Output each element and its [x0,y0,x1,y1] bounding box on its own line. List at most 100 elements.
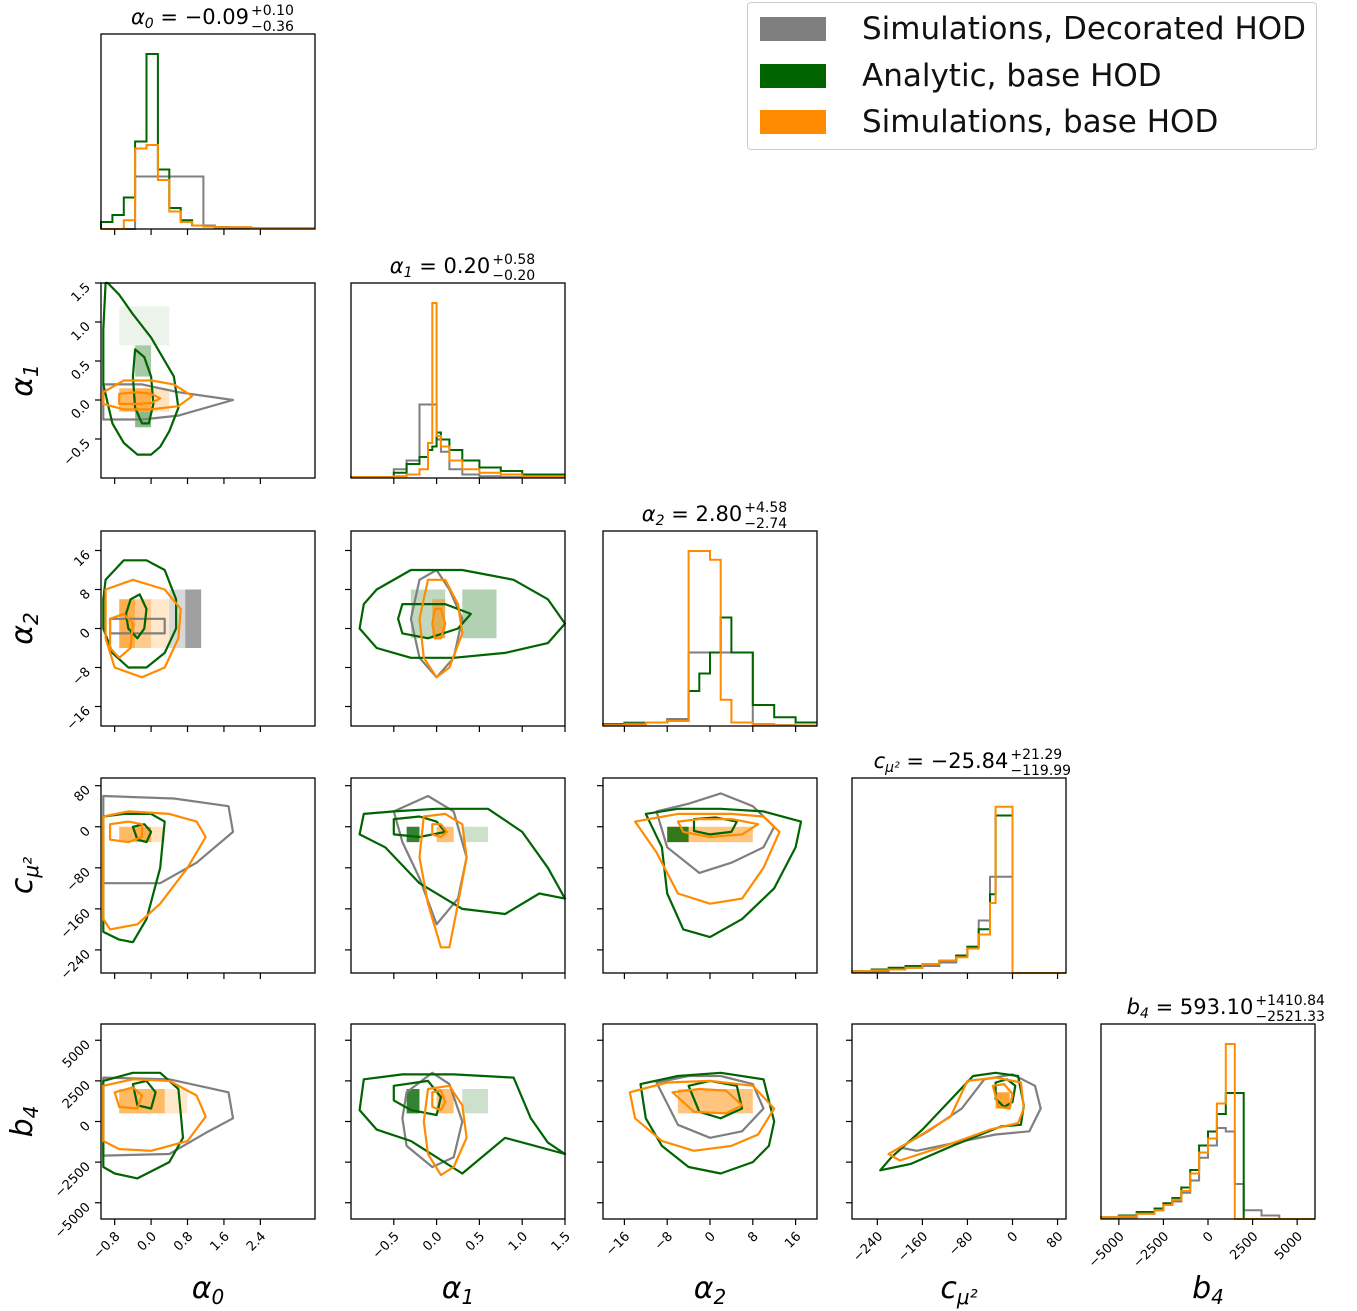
x-tick-label: 0.0 [135,1229,160,1254]
heat-cell [151,388,170,412]
x-tick-label: 2500 [1227,1229,1261,1263]
hist-step-analytic [602,616,817,726]
title-subscript: 2 [656,513,665,529]
contour-base-outer [422,1084,468,1177]
heat-cell [462,589,497,639]
x-tick-label: 0 [1005,1229,1021,1245]
hist-step-base [1100,1043,1315,1220]
contour-analytic-outer [102,559,178,669]
x-tick-label: 1.6 [208,1229,233,1254]
x-axis-label-b4: b4 [1192,1271,1224,1309]
panel-title-α2: α2 = 2.80 [642,502,742,529]
axis-label-subscript: μ² [19,857,43,879]
x-tick-label: −5000 [1086,1229,1128,1271]
legend-swatch-base [760,110,826,134]
title-symbol: c [874,749,886,773]
axis-label-symbol: b [1192,1271,1211,1306]
panel-frame [350,282,566,479]
heatmap-panel-3-1 [406,826,488,843]
heat-cell [462,1089,488,1114]
histogram-α1 [350,302,565,479]
title-upper-error: +0.58 [492,252,535,268]
y-tick-label: 1.0 [69,319,94,344]
axis-label-subscript: 0 [212,1285,225,1309]
contour-panel-4-0 [102,1071,235,1180]
y-axis-label-α2: α2 [5,612,43,645]
contour-panel-4-1 [358,1071,567,1177]
y-tick-label: −5000 [52,1200,94,1242]
y-tick-label: −0.5 [61,436,94,469]
axis-label-subscript: 4 [1211,1285,1224,1309]
panel-1-0: −0.5 0.0 0.5 1.0 1.5 [61,280,316,484]
panel-2-2 [602,530,818,732]
x-tick-label: 80 [1044,1229,1066,1251]
title-errors-α1: +0.58−0.20 [492,252,535,284]
contour-base-outer [102,379,194,411]
axis-label-subscript: 1 [462,1285,475,1309]
contour-base-outer [102,1078,207,1152]
y-tick-label: −80 [64,865,94,895]
y-tick-label: −2500 [52,1159,94,1201]
contour-base-inner [431,607,447,640]
contour-base-outer [418,812,468,949]
contour-panel-3-0 [102,794,235,944]
contour-analytic-inner [392,1079,442,1117]
y-tick-label: 0 [77,824,93,840]
hist-step-base [851,805,1066,974]
title-value: = −25.84 [900,749,1009,773]
x-axis-label-α0: α0 [192,1271,225,1309]
contour-decorated-outer [655,792,776,875]
y-tick-label: 80 [72,783,94,805]
x-tick-label: 8 [745,1229,761,1245]
title-subscript: 0 [145,16,154,32]
x-tick-label: −80 [946,1229,976,1259]
contour-analytic-inner [392,815,447,839]
axis-label-subscript: μ² [956,1285,978,1309]
y-tick-label: 5000 [60,1037,94,1071]
hist-step-analytic [100,53,315,230]
legend-swatch-analytic [760,64,826,88]
contour-decorated-outer [102,1076,235,1157]
contour-base-inner [431,823,448,839]
y-tick-label: −240 [58,947,94,983]
contour-base-inner [118,391,162,405]
axis-label-subscript: 1 [19,364,43,377]
hist-step-analytic [851,814,1066,974]
legend-label-base: Simulations, base HOD [862,104,1219,140]
contour-base-inner [113,1086,144,1110]
panel-frame [1100,1023,1316,1220]
panel-frame [100,777,316,974]
heat-cell [462,826,488,843]
x-tick-label: −0.5 [370,1229,403,1262]
axis-label-symbol: b [5,1118,40,1137]
title-subscript: μ² [884,760,900,776]
panel-4-1: −0.5 0.0 0.5 1.0 1.5 [345,1023,574,1262]
contour-base-inner [671,1087,744,1115]
title-symbol: α [131,5,145,29]
panel-frame [100,33,316,230]
x-tick-label: 0.8 [171,1229,196,1254]
x-tick-label: 1.0 [506,1229,531,1254]
title-lower-error: −2521.33 [1255,1009,1325,1025]
x-tick-label: 16 [782,1229,804,1251]
contour-panel-2-1 [358,568,567,679]
contour-decorated-outer [655,1074,765,1139]
x-axis-label-α2: α2 [694,1271,727,1309]
contour-base-inner [991,1082,1014,1110]
title-value: = 593.10 [1149,995,1253,1019]
panel-1-1 [350,282,566,484]
contour-base-outer [104,578,182,679]
x-axis-label-cμ²: cμ² [940,1271,977,1309]
hist-step-base [602,550,817,727]
x-tick-label: −0.8 [91,1229,124,1262]
contour-panel-2-0 [102,559,182,679]
x-tick-label: 0.0 [420,1229,445,1254]
title-subscript: 4 [1140,1006,1149,1022]
contour-analytic-inner [397,602,472,640]
legend-label-analytic: Analytic, base HOD [862,58,1162,94]
axis-label-symbol: c [5,877,40,894]
title-value: = 2.80 [665,502,743,526]
x-tick-label: −160 [895,1229,931,1265]
axis-label-subscript: 2 [19,612,43,625]
panel-3-1 [345,777,566,979]
